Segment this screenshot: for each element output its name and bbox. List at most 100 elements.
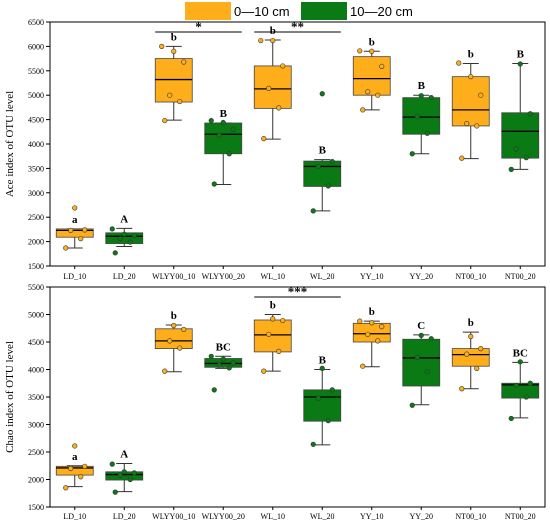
chao-ytick-label: 2500 xyxy=(28,448,44,457)
iqr-box xyxy=(154,328,193,349)
data-point xyxy=(319,365,325,372)
ace-box-NT00_20: B xyxy=(501,48,540,172)
significance-letter: b xyxy=(369,306,375,318)
data-point xyxy=(365,89,371,95)
data-point xyxy=(375,92,381,98)
data-point xyxy=(319,91,325,97)
chao-box-WL_10: b xyxy=(253,300,292,374)
data-point xyxy=(513,146,519,152)
ace-ytick-label: 3500 xyxy=(28,164,44,173)
data-point xyxy=(310,441,316,447)
significance-letter: B xyxy=(319,145,327,157)
data-point xyxy=(211,387,217,393)
data-point xyxy=(226,151,232,157)
data-point xyxy=(276,348,282,354)
data-point xyxy=(357,48,363,54)
significance-letter: B xyxy=(220,108,228,120)
ace-box-YY_10: b xyxy=(352,36,391,113)
data-point xyxy=(456,60,462,66)
iqr-box xyxy=(303,160,342,187)
chao-xtick-label: LD_10 xyxy=(63,512,86,521)
data-point xyxy=(109,226,115,232)
ace-significance-stars: ** xyxy=(291,19,304,34)
ace-xtick-label: LD_20 xyxy=(113,272,136,281)
data-point xyxy=(424,130,430,136)
chao-panel: 1500 2000 2500 3000 3500 4000 4500 5000 5500 Chao… xyxy=(4,283,546,521)
chao-y-axis-label: Chao index of OTU level xyxy=(4,341,16,453)
chao-xtick-label: WL_20 xyxy=(310,512,334,521)
ace-xtick-label: NT00_20 xyxy=(505,272,536,281)
data-point xyxy=(230,126,236,132)
data-point xyxy=(360,363,366,369)
significance-letter: b xyxy=(468,48,474,60)
data-point xyxy=(171,322,177,329)
data-point xyxy=(82,463,88,469)
data-point xyxy=(513,382,519,389)
data-point xyxy=(276,105,282,111)
ace-ytick-label: 5000 xyxy=(28,91,44,100)
ace-xtick-label: YY_10 xyxy=(360,272,384,281)
data-point xyxy=(216,132,222,138)
data-point xyxy=(63,485,69,491)
significance-letter: B xyxy=(517,48,525,60)
data-point xyxy=(78,474,84,480)
chao-box-WLYY00_20: BC xyxy=(204,341,243,393)
data-point xyxy=(474,123,480,129)
legend-label-10-20cm: 10—20 cm xyxy=(350,4,413,19)
chao-ytick-label: 5500 xyxy=(28,283,44,292)
ace-box-LD_10: a xyxy=(55,205,94,251)
ace-box-WL_10: b xyxy=(253,25,292,142)
data-point xyxy=(171,48,177,54)
chao-ytick-label: 4000 xyxy=(28,366,44,375)
data-point xyxy=(478,92,484,98)
data-point xyxy=(369,320,375,326)
data-point xyxy=(527,111,533,117)
data-point xyxy=(414,354,420,361)
significance-letter: B xyxy=(319,355,327,367)
data-point xyxy=(459,155,465,161)
chao-box-WL_20: B xyxy=(303,355,342,447)
significance-letter: B xyxy=(418,80,426,92)
data-point xyxy=(369,48,375,54)
data-point xyxy=(266,85,272,91)
data-point xyxy=(131,470,137,476)
data-point xyxy=(261,136,267,142)
chao-xtick-label: YY_10 xyxy=(360,512,384,521)
legend-swatch-10-20cm xyxy=(301,2,347,20)
significance-letter: a xyxy=(72,451,78,463)
ace-ytick-label: 4500 xyxy=(28,116,44,125)
data-point xyxy=(117,236,123,242)
data-point xyxy=(464,351,470,357)
data-point xyxy=(474,365,480,372)
chao-box-LD_10: a xyxy=(55,443,94,491)
chao-box-NT00_20: BC xyxy=(501,347,540,422)
data-point xyxy=(365,331,371,337)
data-point xyxy=(261,368,267,374)
data-point xyxy=(127,239,133,245)
data-point xyxy=(121,231,127,237)
ace-box-WLYY00_10: b xyxy=(154,31,193,124)
significance-letter: b xyxy=(270,300,276,312)
data-point xyxy=(329,158,335,165)
data-point xyxy=(177,345,183,351)
data-point xyxy=(72,443,78,449)
chao-ytick-label: 2000 xyxy=(28,476,44,485)
data-point xyxy=(424,369,430,375)
iqr-box xyxy=(501,112,540,159)
iqr-box xyxy=(501,382,540,399)
data-point xyxy=(468,333,474,340)
data-point xyxy=(508,166,514,172)
significance-letter: A xyxy=(120,449,128,461)
significance-letter: C xyxy=(417,320,425,332)
data-point xyxy=(167,338,173,344)
chao-xtick-label: NT00_20 xyxy=(505,512,536,521)
legend: 0—10 cm 10—20 cm xyxy=(185,2,413,20)
ace-ytick-label: 2500 xyxy=(28,213,44,222)
data-point xyxy=(357,318,363,324)
data-point xyxy=(266,331,272,337)
data-point xyxy=(78,236,84,242)
iqr-box xyxy=(204,122,243,155)
data-point xyxy=(131,232,137,238)
data-point xyxy=(428,336,434,342)
